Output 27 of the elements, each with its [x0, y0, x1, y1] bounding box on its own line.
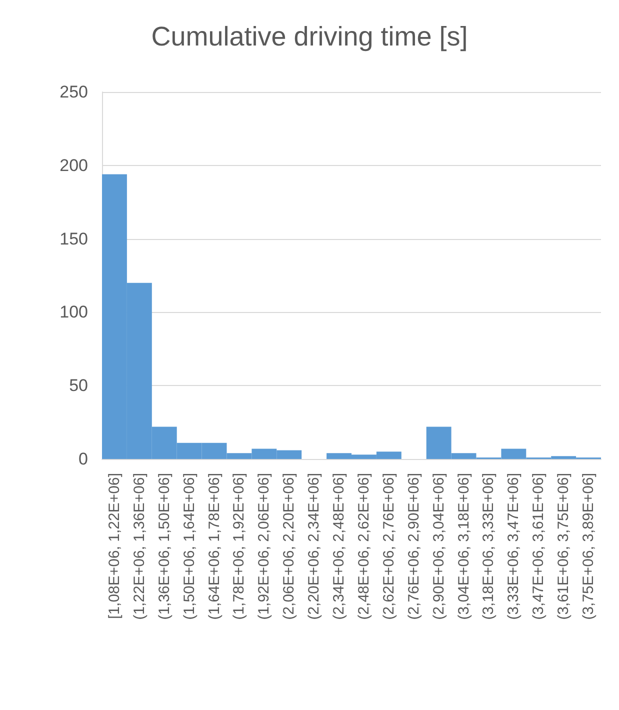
- y-tick-label: 0: [78, 450, 88, 468]
- x-tick-label: (1,50E+06, 1,64E+06]: [180, 473, 198, 620]
- x-tick-label: (3,33E+06, 3,47E+06]: [505, 473, 522, 620]
- x-tick-label: (1,64E+06, 1,78E+06]: [206, 473, 223, 620]
- x-tick-label: (2,76E+06, 2,90E+06]: [405, 473, 422, 620]
- x-tick-label: (2,62E+06, 2,76E+06]: [380, 473, 398, 620]
- x-tick-label: (3,61E+06, 3,75E+06]: [555, 473, 572, 620]
- x-tick-label: (1,92E+06, 2,06E+06]: [256, 473, 273, 620]
- y-tick-label: 100: [60, 302, 88, 322]
- y-tick-label: 200: [60, 156, 88, 175]
- x-tick-label: (2,90E+06, 3,04E+06]: [430, 473, 448, 620]
- y-tick-label: 250: [60, 82, 88, 102]
- x-tick-label: (2,20E+06, 2,34E+06]: [306, 473, 323, 620]
- x-tick-label: (3,47E+06, 3,61E+06]: [530, 473, 548, 620]
- x-tick-label: (3,18E+06, 3,33E+06]: [480, 473, 498, 620]
- x-tick-label: (2,06E+06, 2,20E+06]: [280, 473, 298, 620]
- x-tick-label: (1,22E+06, 1,36E+06]: [130, 473, 148, 620]
- x-tick-label: [1,08E+06, 1,22E+06]: [106, 473, 123, 619]
- x-tick-label: (1,78E+06, 1,92E+06]: [230, 473, 248, 620]
- x-tick-label: (2,34E+06, 2,48E+06]: [330, 473, 348, 620]
- x-tick-label: (1,36E+06, 1,50E+06]: [156, 473, 173, 620]
- x-tick-label: (2,48E+06, 2,62E+06]: [355, 473, 372, 620]
- y-tick-label: 50: [69, 376, 88, 396]
- y-tick-label: 150: [60, 229, 88, 248]
- chart-title: Cumulative driving time [s]: [151, 22, 468, 52]
- x-tick-label: (3,04E+06, 3,18E+06]: [455, 473, 472, 620]
- x-tick-label: (3,75E+06, 3,89E+06]: [580, 473, 598, 620]
